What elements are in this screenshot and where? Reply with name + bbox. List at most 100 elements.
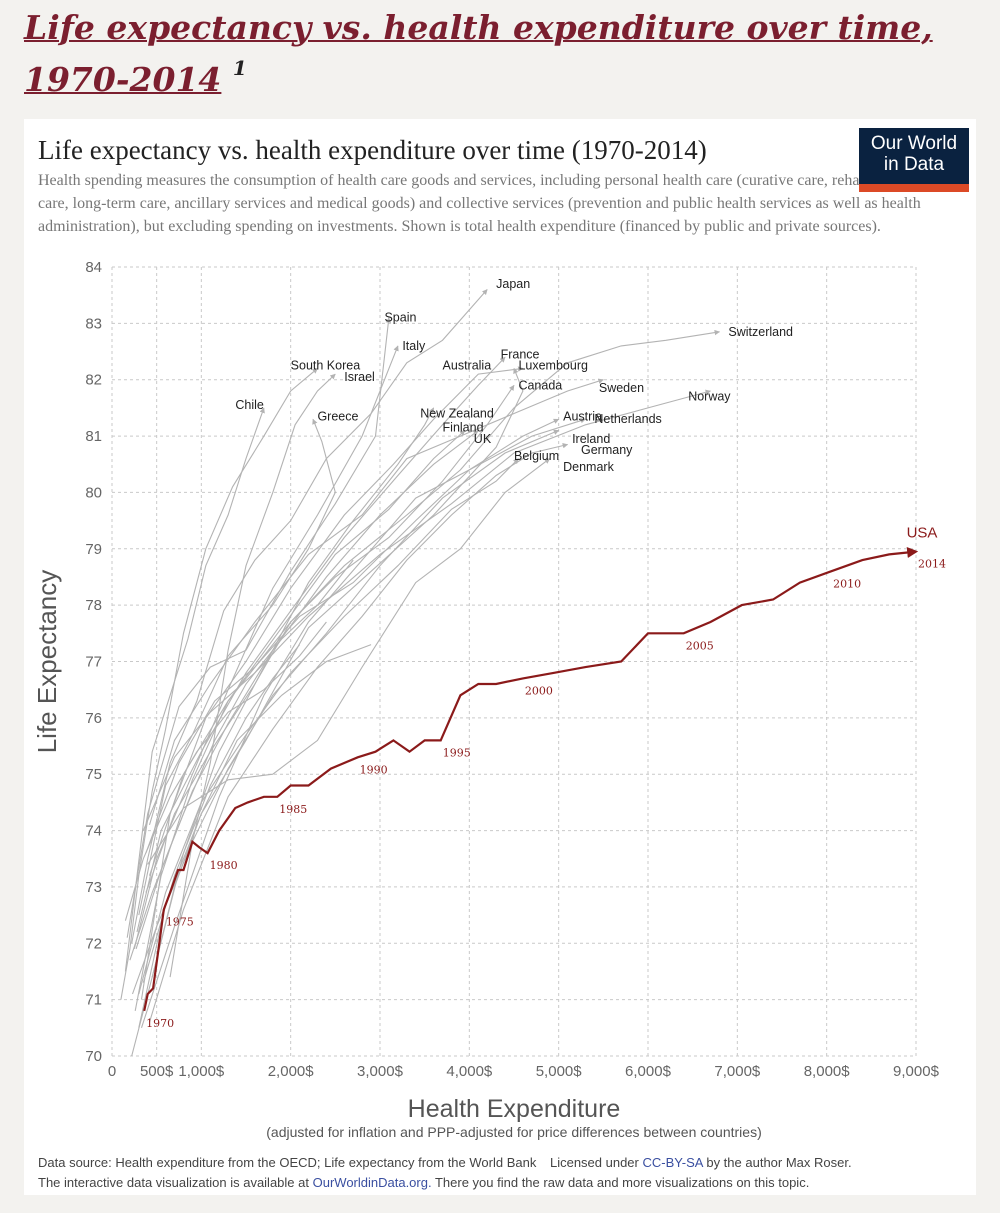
line2-suffix: There you find the raw data and more vis…: [434, 1175, 810, 1190]
y-tick-label: 74: [85, 823, 102, 840]
y-tick-label: 71: [85, 992, 102, 1009]
y-tick-label: 72: [85, 935, 102, 952]
chart-subtitle: Health spending measures the consumption…: [38, 172, 921, 235]
chart-footer: Data source: Health expenditure from the…: [38, 1153, 968, 1193]
year-label: 2014: [918, 558, 946, 571]
country-label: Finland: [443, 421, 484, 435]
logo-line-2: in Data: [883, 154, 945, 175]
x-tick-label: 7,000$: [714, 1063, 761, 1080]
y-axis-title: Life Expectancy: [32, 570, 62, 754]
x-tick-label: 500$: [140, 1063, 174, 1080]
footer-line-1: Data source: Health expenditure from the…: [38, 1153, 968, 1173]
series-line-switzerland: [148, 329, 721, 876]
x-tick-label: 3,000$: [357, 1063, 404, 1080]
usa-label: USA: [907, 525, 938, 542]
series-line-other: [124, 621, 327, 921]
x-tick-label: 4,000$: [446, 1063, 493, 1080]
year-label: 1990: [360, 763, 388, 776]
series-line-norway: [142, 389, 712, 831]
license-suffix: by the author Max Roser.: [706, 1155, 852, 1170]
series-line-ireland: [131, 429, 560, 995]
logo-accent-bar: [859, 184, 969, 192]
country-label: Australia: [443, 359, 492, 373]
series-line-usa: [143, 547, 919, 1012]
country-label: Ireland: [572, 432, 610, 446]
country-label: Greece: [317, 409, 358, 423]
year-label: 1970: [146, 1017, 174, 1030]
country-label: Austria: [563, 409, 602, 423]
owid-logo[interactable]: Our World in Data: [859, 128, 969, 192]
y-tick-label: 77: [85, 654, 102, 671]
x-tick-label: 2,000$: [268, 1063, 315, 1080]
y-tick-label: 75: [85, 766, 102, 783]
country-label: Japan: [496, 277, 530, 291]
series-line-south-korea: [120, 367, 318, 1000]
series-line-italy: [133, 345, 399, 950]
country-label: Switzerland: [728, 325, 793, 339]
country-label: Spain: [384, 311, 416, 325]
country-label: UK: [474, 432, 492, 446]
page-heading-link[interactable]: Life expectancy vs. health expenditure o…: [24, 8, 933, 99]
country-label: Canada: [518, 378, 562, 392]
series-line-luxembourg: [138, 367, 524, 1028]
chart-card: Life expectancy vs. health expenditure o…: [24, 119, 976, 1195]
y-tick-label: 73: [85, 879, 102, 896]
logo-line-1: Our World: [870, 133, 958, 154]
series-line-canada: [145, 384, 515, 893]
x-tick-label: 5,000$: [536, 1063, 583, 1080]
footer-line-2: The interactive data visualization is av…: [38, 1173, 968, 1193]
y-tick-label: 83: [85, 315, 102, 332]
series-line-denmark: [147, 458, 551, 865]
y-tick-label: 80: [85, 484, 102, 501]
series-line-belgium: [138, 458, 519, 995]
x-tick-label: 0: [108, 1063, 116, 1080]
y-tick-label: 79: [85, 541, 102, 558]
x-tick-label: 8,000$: [804, 1063, 851, 1080]
y-tick-label: 78: [85, 597, 102, 614]
chart-title: Life expectancy vs. health expenditure o…: [38, 135, 707, 165]
year-label: 2000: [525, 684, 553, 697]
series-line-sweden: [148, 378, 604, 826]
country-label: Chile: [235, 398, 264, 412]
country-label: Norway: [688, 390, 731, 404]
country-label: South Korea: [291, 359, 361, 373]
year-label: 1995: [443, 746, 471, 759]
y-tick-label: 81: [85, 428, 102, 445]
country-label: Netherlands: [594, 412, 661, 426]
line2-prefix: The interactive data visualization is av…: [38, 1175, 309, 1190]
page-heading[interactable]: Life expectancy vs. health expenditure o…: [24, 6, 974, 102]
x-tick-label: 1,000$: [178, 1063, 225, 1080]
footnote-marker[interactable]: 1: [232, 56, 247, 80]
country-label: New Zealand: [420, 407, 494, 421]
series-line-other: [129, 559, 354, 961]
series-line-netherlands: [145, 418, 587, 854]
y-tick-label: 84: [85, 259, 102, 276]
chart-svg: 0 500$ 1,000$ 2,000$ 3,000$ 4,000$ 5,000$ 6,000…: [32, 259, 946, 1140]
country-label: Israel: [344, 370, 375, 384]
country-label: Italy: [402, 339, 426, 353]
series-line-france: [136, 356, 506, 933]
year-label: 1985: [279, 803, 307, 816]
series-line-austria: [140, 418, 560, 1028]
data-source: Data source: Health expenditure from the…: [38, 1155, 537, 1170]
year-label: 2010: [833, 577, 861, 590]
country-label: Germany: [581, 443, 633, 457]
country-label: Denmark: [563, 460, 614, 474]
x-tick-label: 9,000$: [893, 1063, 940, 1080]
series-line-greece: [138, 418, 336, 916]
y-tick-label: 76: [85, 710, 102, 727]
site-link[interactable]: OurWorldinData.org.: [312, 1175, 432, 1190]
x-axis-title: Health Expenditure: [408, 1095, 621, 1123]
year-label: 1980: [210, 859, 238, 872]
series-line-germany: [148, 442, 569, 1023]
license-prefix: Licensed under: [549, 1155, 639, 1170]
x-tick-label: 6,000$: [625, 1063, 672, 1080]
x-axis-note: (adjusted for inflation and PPP-adjusted…: [266, 1124, 761, 1140]
series-line-new-zealand: [151, 407, 435, 978]
year-label: 2005: [686, 639, 714, 652]
license-link[interactable]: CC-BY-SA: [642, 1155, 703, 1170]
series-line-japan: [131, 289, 488, 944]
year-label: 1975: [166, 915, 194, 928]
series-line-chile: [124, 407, 265, 972]
country-label: Luxembourg: [518, 359, 588, 373]
